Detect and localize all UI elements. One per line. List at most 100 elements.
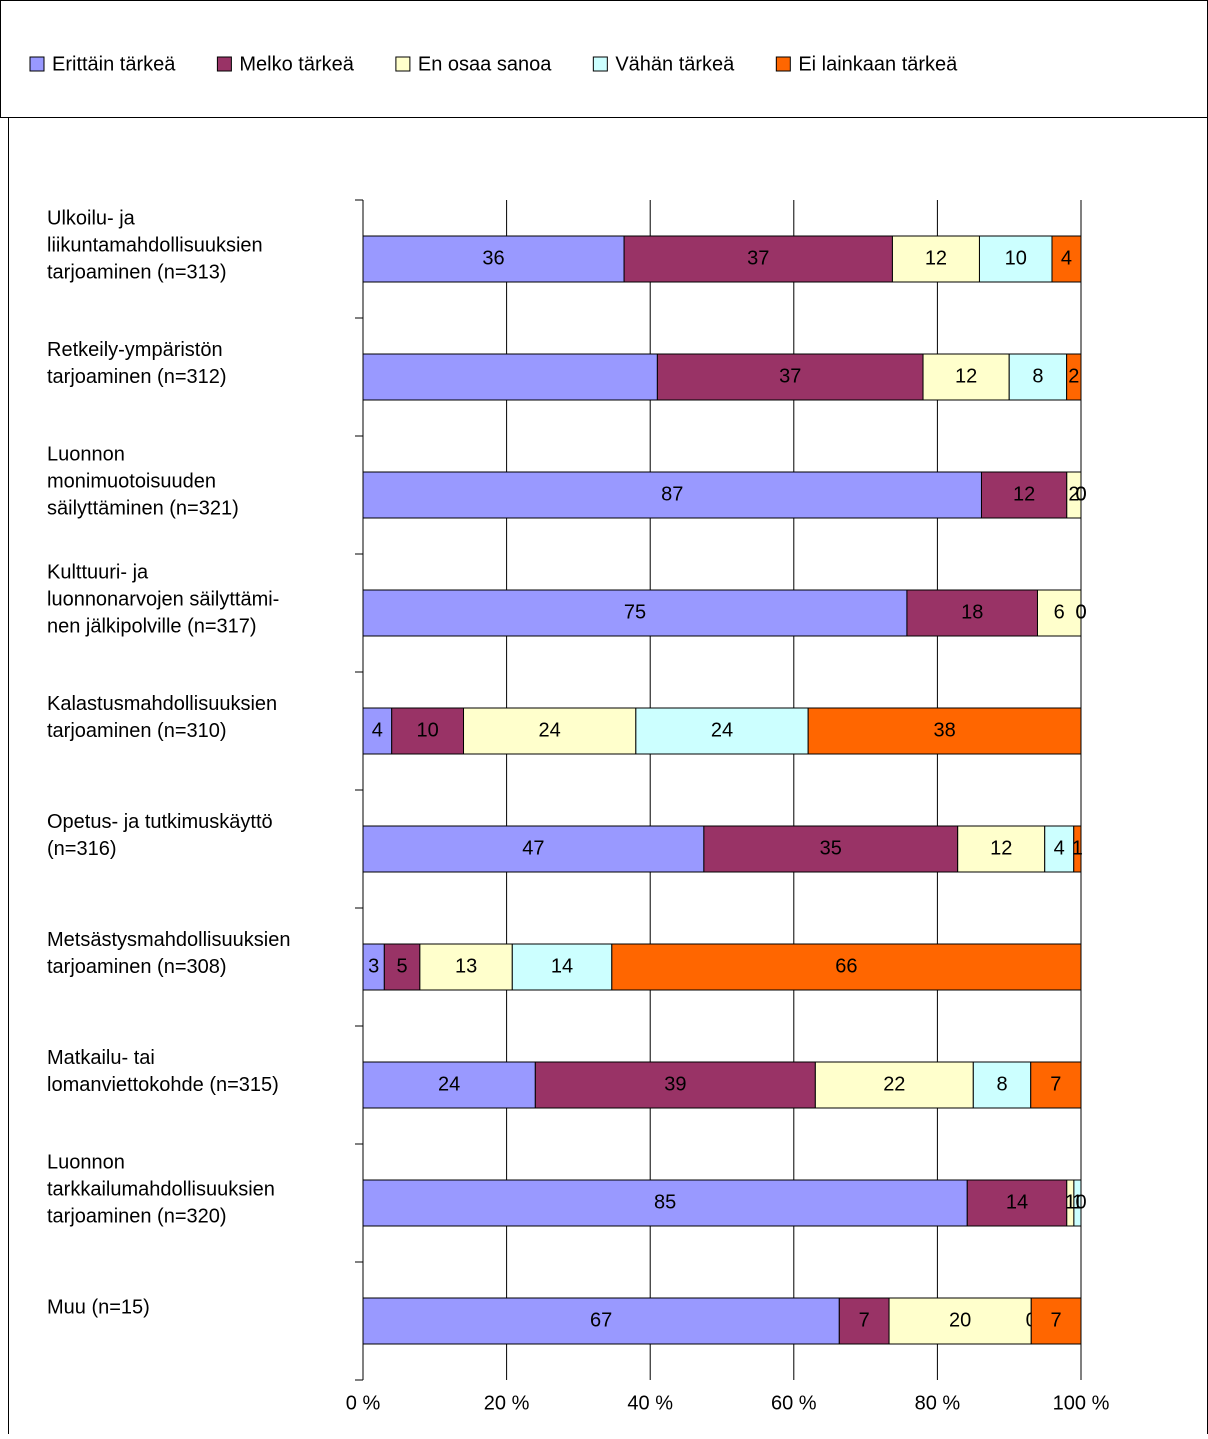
data-label: 38 <box>933 719 955 741</box>
data-label: 10 <box>1005 247 1027 269</box>
bar-segment <box>1051 235 1082 283</box>
data-label: 12 <box>1013 483 1035 505</box>
legend-swatch <box>29 56 45 72</box>
data-label: 0 <box>1075 601 1086 623</box>
data-label: 8 <box>996 1073 1007 1095</box>
x-tick-label: 100 % <box>1053 1392 1110 1414</box>
data-label: 22 <box>883 1073 905 1095</box>
x-tick-label: 0 % <box>346 1392 381 1414</box>
bar-segment <box>1066 471 1082 519</box>
data-label: 0 <box>1075 601 1086 623</box>
data-label: 5 <box>397 955 408 977</box>
category-label: Ulkoilu- ja <box>47 207 136 229</box>
bar-segment <box>1030 1297 1082 1345</box>
bar-segment <box>980 471 1068 519</box>
bar-segment <box>922 353 1010 401</box>
bar-segment <box>1066 353 1082 401</box>
bar-segment <box>362 235 625 283</box>
legend-label: En osaa sanoa <box>418 53 552 75</box>
category-label: lomanviettokohde (n=315) <box>47 1074 279 1096</box>
data-label: 13 <box>455 955 477 977</box>
category-label: Retkeily-ympäristön <box>47 339 223 361</box>
category-label: luonnonarvojen säilyttämi- <box>47 588 279 610</box>
category-label: Luonnon <box>47 1151 125 1173</box>
category-label: Metsästysmahdollisuuksien <box>47 929 290 951</box>
category-label: (n=316) <box>47 838 117 860</box>
category-label: Muu (n=15) <box>47 1296 150 1318</box>
legend-swatch <box>216 56 232 72</box>
data-label: 1 <box>1065 1191 1076 1213</box>
bar-segment <box>383 943 421 991</box>
category-label: Kulttuuri- ja <box>47 561 149 583</box>
category-label: tarjoaminen (n=310) <box>47 720 227 742</box>
data-label: 8 <box>1032 365 1043 387</box>
category-label: liikuntamahdollisuuksien <box>47 234 263 256</box>
x-tick-label: 60 % <box>771 1392 817 1414</box>
data-label: 20 <box>949 1309 971 1331</box>
category-label: monimuotoisuuden <box>47 470 216 492</box>
category-label: Luonnon <box>47 443 125 465</box>
legend-label: Erittäin tärkeä <box>52 53 176 75</box>
data-label: 7 <box>859 1309 870 1331</box>
data-label: 35 <box>820 837 842 859</box>
data-label: 4 <box>1061 247 1072 269</box>
data-label: 47 <box>522 837 544 859</box>
data-label: 7 <box>1050 1073 1061 1095</box>
legend-swatch <box>395 56 411 72</box>
bar-segment <box>362 825 705 873</box>
bar-segment <box>957 825 1046 873</box>
bar-segment <box>623 235 893 283</box>
data-label: 37 <box>779 365 801 387</box>
data-label: 4 <box>372 719 383 741</box>
category-label: tarjoaminen (n=312) <box>47 366 227 388</box>
data-label: 4 <box>1054 837 1065 859</box>
category-label: Opetus- ja tutkimuskäyttö <box>47 811 273 833</box>
category-label: nen jälkipolville (n=317) <box>47 615 257 637</box>
data-label: 14 <box>1006 1191 1028 1213</box>
category-label: tarjoaminen (n=320) <box>47 1205 227 1227</box>
bar-segment <box>362 353 658 401</box>
legend-label: Melko tärkeä <box>239 53 354 75</box>
data-label: 2 <box>1068 365 1079 387</box>
data-label: 36 <box>482 247 504 269</box>
bar-segment <box>1030 1061 1082 1109</box>
data-label: 24 <box>438 1073 460 1095</box>
bar-segment <box>1044 825 1075 873</box>
bar-segment <box>814 1061 974 1109</box>
bar-segment <box>362 1179 968 1227</box>
bar-segment <box>362 471 982 519</box>
category-label: Kalastusmahdollisuuksien <box>47 693 277 715</box>
data-label: 39 <box>664 1073 686 1095</box>
data-label: 0 <box>1075 1191 1086 1213</box>
bar-segment <box>906 589 1038 637</box>
legend-swatch <box>775 56 791 72</box>
category-label: tarjoaminen (n=308) <box>47 956 227 978</box>
legend-label: Ei lainkaan tärkeä <box>798 53 958 75</box>
bar-segment <box>1073 825 1082 873</box>
bar-segment <box>1036 589 1082 637</box>
category-label: Matkailu- tai <box>47 1047 155 1069</box>
category-label: tarkkailumahdollisuuksien <box>47 1178 275 1200</box>
data-label: 75 <box>624 601 646 623</box>
data-label: 14 <box>551 955 573 977</box>
data-label: 1 <box>1072 837 1083 859</box>
x-tick-label: 80 % <box>915 1392 961 1414</box>
data-label: 7 <box>1051 1309 1062 1331</box>
bar-segment <box>807 707 1082 755</box>
data-label: 37 <box>747 247 769 269</box>
bar-segment <box>419 943 513 991</box>
data-label: 0 <box>1075 483 1086 505</box>
bar-segment <box>362 1061 536 1109</box>
data-label: 10 <box>416 719 438 741</box>
data-label: 12 <box>955 365 977 387</box>
bar-segment <box>362 707 393 755</box>
data-label: 2 <box>1068 483 1079 505</box>
data-label: 67 <box>590 1309 612 1331</box>
data-label: 87 <box>661 483 683 505</box>
data-label: 18 <box>961 601 983 623</box>
legend-swatch <box>592 56 608 72</box>
bar-segment <box>703 825 959 873</box>
bar-segment <box>966 1179 1068 1227</box>
bar-segment <box>1073 1179 1082 1227</box>
